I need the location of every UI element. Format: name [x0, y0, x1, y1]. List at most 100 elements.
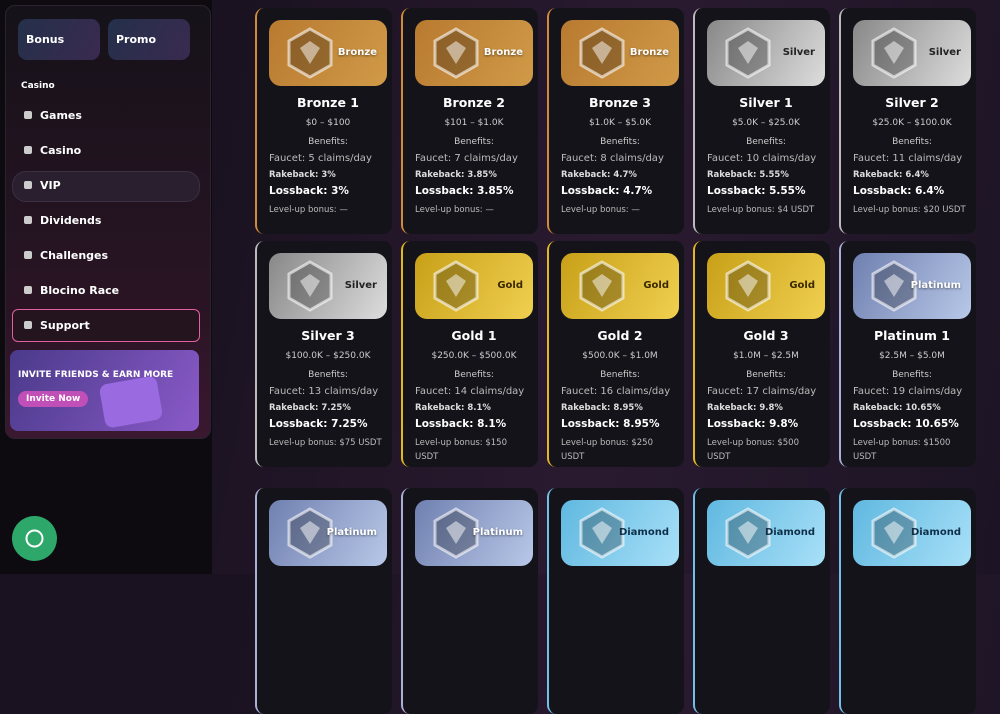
- bonus-button[interactable]: Bonus: [18, 19, 100, 60]
- nav-item[interactable]: Blocino Race: [22, 277, 119, 303]
- badge-label: Platinum: [910, 280, 961, 291]
- badge-icon: [287, 260, 333, 312]
- tier-card: Silver Silver 3 $100.0K – $250.0K Benefits:…: [255, 241, 392, 467]
- tier-card: Gold Gold 1 $250.0K – $500.0K Benefits: Fauc…: [401, 241, 538, 467]
- tier-badge: Platinum: [853, 253, 971, 319]
- invite-button[interactable]: Invite Now: [18, 391, 89, 407]
- benefits-label: Benefits:: [454, 370, 494, 380]
- invite-title: INVITE FRIENDS & EARN MORE: [18, 370, 174, 380]
- lossback: Lossback: 3%: [269, 185, 349, 197]
- faucet: Faucet: 14 claims/day: [415, 386, 525, 397]
- badge-icon: [579, 507, 625, 559]
- tier-range: $101 – $1.0K: [444, 118, 504, 128]
- tier-range: $0 – $100: [305, 118, 351, 128]
- tier-card: Diamond: [693, 488, 830, 714]
- faucet: Faucet: 10 claims/day: [707, 153, 817, 164]
- invite-icon: [98, 375, 164, 429]
- tier-card: Bronze Bronze 3 $1.0K – $5.0K Benefits: Fauc…: [547, 8, 684, 234]
- nav-item[interactable]: Challenges: [22, 242, 108, 268]
- lossback: Lossback: 8.95%: [561, 418, 660, 430]
- level-up-bonus: Level-up bonus: —: [561, 205, 640, 215]
- rakeback: Rakeback: 4.7%: [561, 170, 637, 180]
- faucet: Faucet: 11 claims/day: [853, 153, 963, 164]
- badge-icon: [871, 27, 917, 79]
- faucet: Faucet: 17 claims/day: [707, 386, 817, 397]
- tier-card: Bronze Bronze 2 $101 – $1.0K Benefits: Fauce…: [401, 8, 538, 234]
- badge-icon: [871, 260, 917, 312]
- tier-card: Bronze Bronze 1 $0 – $100 Benefits: Faucet: …: [255, 8, 392, 234]
- nav-item[interactable]: Support: [22, 312, 90, 338]
- benefits-label: Benefits:: [308, 370, 348, 380]
- badge-label: Platinum: [472, 527, 523, 538]
- rakeback: Rakeback: 7.25%: [269, 403, 351, 413]
- level-up-bonus: Level-up bonus: $20 USDT: [853, 205, 966, 215]
- level-up-bonus: Level-up bonus: $1500 USDT: [853, 438, 951, 462]
- nav-item[interactable]: Casino: [22, 137, 81, 163]
- tier-card: Silver Silver 1 $5.0K – $25.0K Benefits: Fau…: [693, 8, 830, 234]
- badge-label: Silver: [928, 47, 961, 58]
- badge-label: Gold: [643, 280, 669, 291]
- badge-icon: [433, 27, 479, 79]
- tier-range: $1.0M – $2.5M: [733, 351, 799, 361]
- badge-label: Bronze: [629, 47, 669, 58]
- benefits-label: Benefits:: [892, 370, 932, 380]
- level-up-bonus: Level-up bonus: $75 USDT: [269, 438, 382, 448]
- lossback: Lossback: 8.1%: [415, 418, 507, 430]
- rakeback: Rakeback: 8.95%: [561, 403, 643, 413]
- level-up-bonus: Level-up bonus: —: [269, 205, 348, 215]
- faucet: Faucet: 16 claims/day: [561, 386, 671, 397]
- nav-item[interactable]: Dividends: [22, 207, 101, 233]
- benefits-label: Benefits:: [746, 370, 786, 380]
- badge-label: Gold: [789, 280, 815, 291]
- tier-name: Silver 3: [301, 328, 355, 343]
- promo-button[interactable]: Promo: [108, 19, 190, 60]
- level-up-bonus: Level-up bonus: $250 USDT: [561, 438, 653, 462]
- badge-label: Silver: [782, 47, 815, 58]
- level-up-bonus: Level-up bonus: $500 USDT: [707, 438, 799, 462]
- tier-badge: Silver: [707, 20, 825, 86]
- tier-card: Gold Gold 2 $500.0K – $1.0M Benefits: Faucet…: [547, 241, 684, 467]
- lossback: Lossback: 6.4%: [853, 185, 945, 197]
- tier-card: Platinum: [401, 488, 538, 714]
- tier-badge: Platinum: [415, 500, 533, 566]
- tier-name: Bronze 3: [589, 95, 651, 110]
- badge-icon: [579, 260, 625, 312]
- rakeback: Rakeback: 8.1%: [415, 403, 491, 413]
- faucet: Faucet: 8 claims/day: [561, 153, 664, 164]
- sidebar: Bonus Promo Casino Games Casino VIP Dividen…: [0, 0, 212, 574]
- benefits-label: Benefits:: [600, 370, 640, 380]
- rakeback: Rakeback: 9.8%: [707, 403, 783, 413]
- tier-badge: Bronze: [415, 20, 533, 86]
- tier-badge: Bronze: [269, 20, 387, 86]
- tier-badge: Gold: [415, 253, 533, 319]
- benefits-label: Benefits:: [892, 137, 932, 147]
- tier-card: Silver Silver 2 $25.0K – $100.0K Benefits: F…: [839, 8, 976, 234]
- tier-range: $5.0K – $25.0K: [732, 118, 800, 128]
- lossback: Lossback: 7.25%: [269, 418, 368, 430]
- tier-badge: Diamond: [561, 500, 679, 566]
- tier-badge: Diamond: [707, 500, 825, 566]
- badge-icon: [287, 27, 333, 79]
- badge-icon: [871, 507, 917, 559]
- nav-item[interactable]: Games: [22, 102, 82, 128]
- tier-card: Gold Gold 3 $1.0M – $2.5M Benefits: Faucet: …: [693, 241, 830, 467]
- rakeback: Rakeback: 10.65%: [853, 403, 941, 413]
- faucet: Faucet: 7 claims/day: [415, 153, 518, 164]
- badge-label: Gold: [497, 280, 523, 291]
- level-up-bonus: Level-up bonus: $150 USDT: [415, 438, 507, 462]
- badge-icon: [287, 507, 333, 559]
- invite-box: INVITE FRIENDS & EARN MORE Invite Now: [10, 350, 199, 431]
- tier-name: Gold 3: [743, 328, 789, 343]
- chat-button[interactable]: [12, 516, 57, 561]
- tier-name: Bronze 1: [297, 95, 359, 110]
- tier-range: $2.5M – $5.0M: [879, 351, 945, 361]
- tier-card: Diamond: [839, 488, 976, 714]
- lossback: Lossback: 3.85%: [415, 185, 514, 197]
- vip-highlight: [12, 171, 200, 202]
- nav-item[interactable]: VIP: [22, 172, 61, 198]
- tier-badge: Gold: [707, 253, 825, 319]
- badge-label: Diamond: [910, 527, 961, 538]
- support-highlight: [12, 309, 200, 342]
- tier-name: Gold 1: [451, 328, 497, 343]
